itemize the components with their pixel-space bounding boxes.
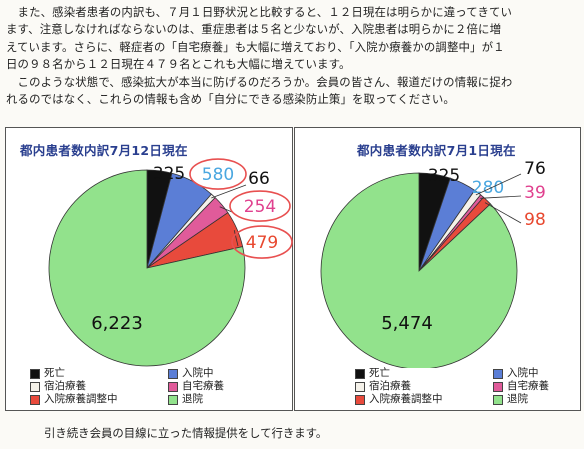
paragraph-line: ます、注意しなければならないのは、重症患者は５名と少ないが、入院患者は明らかに２… — [6, 22, 502, 37]
legend-entry: 退院 — [493, 393, 584, 406]
leader-line — [480, 195, 522, 199]
legend-entry: 入院中 — [493, 367, 584, 380]
data-label: 254 — [244, 197, 276, 217]
legend-label: 自宅療養 — [507, 380, 549, 392]
highlight-ring — [229, 190, 291, 222]
legend-entry: 死亡 — [355, 367, 493, 380]
leader-line — [233, 230, 239, 247]
legend-swatch — [168, 381, 178, 392]
leader-line — [475, 173, 522, 196]
slice-recovered — [48, 169, 246, 367]
legend-swatch — [30, 368, 40, 379]
legend-label: 入院療養調整中 — [369, 393, 443, 405]
legend-entry: 宿泊療養 — [355, 380, 493, 393]
chart-title: 都内患者数内訳7月1日現在 — [357, 143, 516, 158]
slice-recovered — [320, 172, 518, 368]
paragraph-line: れるのではなく、これらの情報も含め「自分にできる感染防止策」を取ってください。 — [6, 92, 455, 107]
legend-entry: 自宅療養 — [168, 380, 278, 393]
legend-entry: 入院療養調整中 — [30, 393, 168, 406]
legend-entry: 退院 — [168, 393, 278, 406]
legend-entry: 入院中 — [168, 367, 278, 380]
paragraph-line: このような状態で、感染拡大が本当に防げるのだろうか。会員の皆さん、報道だけの情報… — [6, 74, 513, 89]
chart-title: 都内患者数内訳7月12日現在 — [20, 143, 188, 158]
legend-label: 退院 — [182, 393, 203, 405]
legend-swatch — [493, 394, 503, 405]
leader-line — [219, 206, 233, 213]
data-label: 39 — [524, 183, 546, 203]
data-label: 66 — [248, 169, 270, 189]
data-label: 580 — [202, 165, 234, 185]
legend-swatch — [168, 394, 178, 405]
highlight-ring — [231, 225, 293, 259]
legend-entry: 入院療養調整中 — [355, 393, 493, 406]
legend-label: 入院中 — [507, 367, 539, 379]
data-label: 98 — [524, 210, 546, 230]
data-label: 6,223 — [91, 313, 143, 334]
data-label: 76 — [524, 159, 546, 179]
legend-label: 宿泊療養 — [44, 380, 86, 392]
legend-swatch — [355, 394, 365, 405]
chart-panel-july-12: 都内患者数内訳7月12日現在 325 580 66 254 479 6,223 死亡 入院中… — [5, 127, 293, 411]
pie-chart-july-1: 325 280 76 39 98 5,474 — [320, 159, 546, 368]
chart-legend: 死亡 入院中宿泊療養 自宅療養入院療養調整中 退院 — [355, 367, 584, 406]
chart-legend: 死亡 入院中宿泊療養 自宅療養入院療養調整中 退院 — [30, 367, 278, 406]
legend-label: 死亡 — [369, 367, 390, 379]
legend-label: 死亡 — [44, 367, 65, 379]
leader-line — [484, 202, 522, 224]
data-label: 325 — [153, 164, 185, 184]
highlight-ring — [189, 158, 247, 190]
legend-swatch — [493, 381, 503, 392]
legend-entry: 宿泊療養 — [30, 380, 168, 393]
legend-swatch — [355, 368, 365, 379]
chart-panel-july-1: 都内患者数内訳7月1日現在 325 280 76 39 98 5,474 死亡 入院中宿泊療… — [294, 127, 581, 411]
legend-label: 退院 — [507, 393, 528, 405]
legend-label: 入院療養調整中 — [44, 393, 118, 405]
data-label: 479 — [246, 233, 278, 253]
legend-swatch — [355, 381, 365, 392]
legend-label: 入院中 — [182, 367, 214, 379]
legend-entry: 死亡 — [30, 367, 168, 380]
legend-swatch — [30, 394, 40, 405]
legend-label: 宿泊療養 — [369, 380, 411, 392]
legend-label: 自宅療養 — [182, 380, 224, 392]
paragraph-line: 日の９８名から１２日現在４７９名とこれも大幅に増えています。 — [6, 57, 351, 72]
pie-chart-july-12: 325 580 66 254 479 6,223 — [48, 158, 293, 367]
legend-entry: 自宅療養 — [493, 380, 584, 393]
paragraph-line: えています。さらに、軽症者の「自宅療養」も大幅に増えており、「入院か療養かの調整… — [6, 39, 505, 54]
data-label: 325 — [428, 166, 460, 186]
leader-line — [211, 184, 247, 199]
data-label: 5,474 — [381, 313, 433, 334]
legend-swatch — [168, 368, 178, 379]
legend-swatch — [493, 368, 503, 379]
legend-swatch — [30, 381, 40, 392]
intro-paragraph: また、感染者患者の内訳も、７月１日野状況と比較すると、１２日現在は明らかに違って… — [6, 4, 578, 108]
footer-text: 引き続き会員の目線に立った情報提供をして行きます。 — [44, 426, 328, 440]
paragraph-line: また、感染者患者の内訳も、７月１日野状況と比較すると、１２日現在は明らかに違って… — [6, 5, 513, 19]
data-label: 280 — [472, 178, 504, 198]
